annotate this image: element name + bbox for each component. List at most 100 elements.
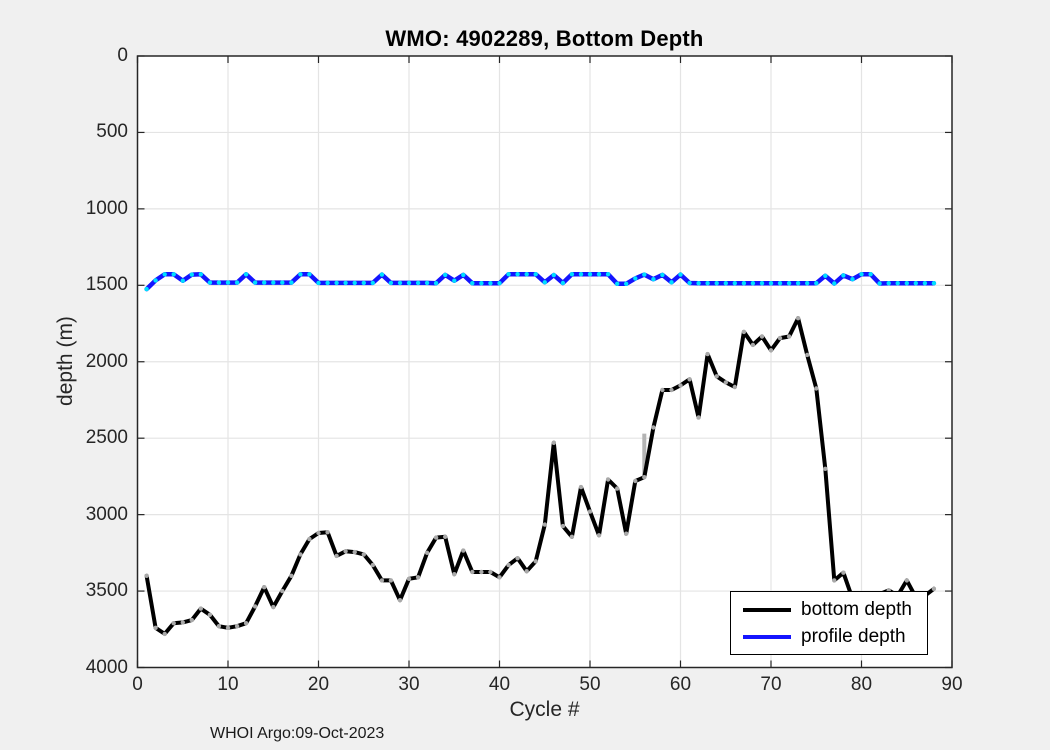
- x-tick-label: 20: [307, 674, 330, 695]
- series-marker-bottom-depth: [397, 598, 403, 603]
- x-tick-label: 30: [398, 674, 420, 695]
- series-marker-bottom-depth: [271, 604, 276, 610]
- legend-swatch-profile-depth: [743, 634, 791, 639]
- series-marker-bottom-depth: [633, 478, 638, 484]
- series-marker-profile-depth: [795, 281, 801, 286]
- series-marker-profile-depth: [624, 281, 629, 286]
- series-marker-profile-depth: [615, 281, 620, 286]
- series-marker-profile-depth: [578, 272, 584, 277]
- series-marker-profile-depth: [298, 272, 303, 277]
- series-marker-bottom-depth: [768, 348, 774, 353]
- series-marker-profile-depth: [198, 272, 203, 277]
- series-marker-bottom-depth: [144, 573, 149, 578]
- series-marker-profile-depth: [723, 281, 728, 286]
- series-marker-bottom-depth: [307, 536, 312, 542]
- series-marker-profile-depth: [895, 281, 900, 286]
- series-marker-profile-depth: [252, 280, 258, 285]
- series-marker-profile-depth: [786, 281, 792, 286]
- series-marker-bottom-depth: [415, 575, 421, 580]
- x-axis-label: Cycle #: [509, 698, 580, 721]
- y-tick-label: 2500: [85, 427, 128, 449]
- series-marker-bottom-depth: [823, 466, 828, 471]
- series-marker-bottom-depth: [234, 624, 240, 629]
- series-marker-profile-depth: [433, 281, 439, 286]
- series-marker-bottom-depth: [524, 569, 529, 574]
- series-marker-bottom-depth: [243, 621, 249, 626]
- series-marker-profile-depth: [406, 280, 412, 286]
- series-marker-profile-depth: [216, 280, 222, 285]
- series-marker-profile-depth: [180, 278, 185, 283]
- series-marker-bottom-depth: [479, 569, 484, 575]
- series-marker-profile-depth: [841, 273, 846, 278]
- series-marker-bottom-depth: [841, 570, 846, 575]
- series-marker-profile-depth: [144, 286, 149, 292]
- series-marker-profile-depth: [814, 281, 819, 286]
- series-marker-profile-depth: [705, 281, 710, 286]
- series-marker-bottom-depth: [153, 625, 158, 630]
- series-marker-bottom-depth: [615, 486, 620, 491]
- series-marker-bottom-depth: [198, 606, 203, 611]
- legend-label-bottom-depth: bottom depth: [801, 599, 912, 620]
- series-marker-bottom-depth: [262, 585, 267, 590]
- series-marker-bottom-depth: [795, 316, 801, 321]
- series-marker-profile-depth: [243, 272, 249, 277]
- y-tick-label: 0: [117, 45, 128, 66]
- series-marker-bottom-depth: [741, 329, 747, 335]
- series-marker-profile-depth: [461, 272, 466, 278]
- x-tick-label: 0: [132, 674, 143, 695]
- legend-item-profile-depth: profile depth: [743, 627, 927, 646]
- series-marker-bottom-depth: [334, 553, 339, 559]
- series-marker-bottom-depth: [171, 621, 176, 626]
- series-marker-bottom-depth: [361, 552, 366, 557]
- series-marker-bottom-depth: [805, 352, 810, 358]
- series-marker-bottom-depth: [759, 334, 765, 339]
- series-marker-bottom-depth: [406, 576, 412, 581]
- series-marker-bottom-depth: [786, 334, 792, 339]
- series-marker-profile-depth: [189, 272, 194, 277]
- series-marker-bottom-depth: [325, 530, 330, 535]
- series-marker-profile-depth: [696, 281, 701, 286]
- series-marker-profile-depth: [424, 280, 430, 286]
- series-marker-profile-depth: [452, 278, 457, 283]
- series-marker-profile-depth: [343, 280, 348, 286]
- series-marker-bottom-depth: [298, 552, 303, 557]
- series-marker-bottom-depth: [651, 425, 656, 430]
- series-marker-profile-depth: [443, 272, 448, 278]
- series-marker-profile-depth: [922, 281, 928, 286]
- series-marker-bottom-depth: [832, 578, 837, 583]
- series-marker-bottom-depth: [461, 548, 466, 553]
- series-marker-profile-depth: [162, 272, 167, 277]
- series-marker-profile-depth: [524, 272, 529, 277]
- series-marker-bottom-depth: [443, 534, 448, 539]
- series-marker-profile-depth: [307, 272, 312, 277]
- footer-credit: WHOI Argo:09-Oct-2023: [210, 725, 385, 742]
- series-marker-profile-depth: [868, 272, 873, 277]
- series-marker-bottom-depth: [696, 415, 701, 420]
- series-marker-bottom-depth: [814, 386, 819, 391]
- series-marker-bottom-depth: [624, 531, 629, 536]
- x-tick-label: 60: [669, 674, 692, 695]
- legend-label-profile-depth: profile depth: [801, 626, 906, 647]
- series-marker-bottom-depth: [542, 522, 547, 527]
- series-marker-profile-depth: [596, 272, 602, 277]
- series-marker-profile-depth: [551, 272, 556, 278]
- series-marker-profile-depth: [479, 281, 484, 286]
- series-marker-bottom-depth: [569, 534, 575, 539]
- series-marker-bottom-depth: [687, 377, 692, 382]
- series-marker-bottom-depth: [723, 380, 728, 385]
- series-marker-profile-depth: [415, 280, 421, 286]
- series-marker-profile-depth: [678, 272, 683, 277]
- series-marker-bottom-depth: [180, 620, 185, 625]
- series-marker-profile-depth: [470, 281, 475, 286]
- series-marker-bottom-depth: [216, 624, 222, 629]
- series-marker-bottom-depth: [714, 374, 719, 379]
- series-line-profile-depth: [144, 271, 937, 292]
- series-marker-profile-depth: [886, 281, 891, 286]
- series-marker-bottom-depth: [452, 572, 457, 577]
- series-marker-profile-depth: [171, 272, 176, 277]
- series-marker-profile-depth: [904, 281, 909, 286]
- y-tick-label: 500: [96, 121, 128, 143]
- series-marker-bottom-depth: [488, 569, 493, 575]
- x-tick-label: 70: [760, 674, 782, 695]
